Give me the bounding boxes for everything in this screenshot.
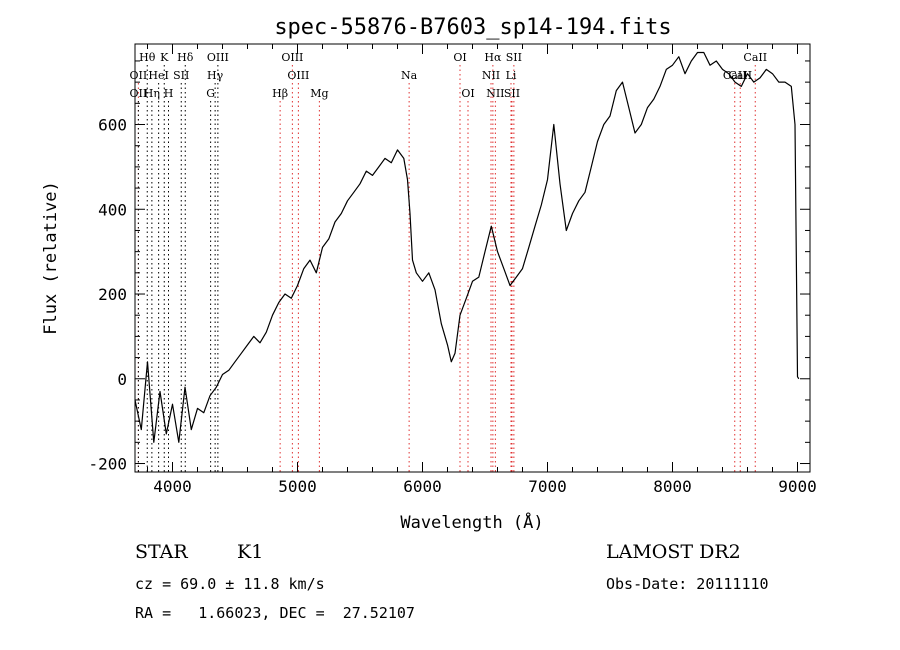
spectral-line-label: OII — [130, 69, 148, 82]
spectral-line-label: OIII — [281, 51, 303, 64]
plot-frame — [134, 43, 811, 473]
spectral-line-label: CaII — [723, 69, 747, 82]
spectral-line-label: G — [206, 87, 215, 100]
x-axis-label: Wavelength (Å) — [400, 511, 543, 533]
spectrum-series — [134, 51, 800, 443]
survey-name: LAMOST DR2 — [606, 541, 741, 563]
redshift-text: cz = 69.0 ± 11.8 km/s — [135, 575, 325, 593]
spectral-line-label: K — [160, 51, 169, 64]
spectral-line-label: NII — [486, 87, 504, 100]
spectral-line-label: OII — [130, 87, 148, 100]
spectral-line-label: Mg — [310, 87, 328, 100]
chart-title: spec-55876-B7603_sp14-194.fits — [274, 15, 671, 40]
spectral-line-label: OIII — [207, 51, 229, 64]
spectral-line-markers: Hθ K Hδ OIII OIII OI Hα SII CaII OII HeI SII Hγ OIII N… — [130, 51, 767, 472]
spectral-line-label: OI — [461, 87, 474, 100]
spectral-line-label: Na — [401, 69, 418, 82]
spectral-line-label: SII — [504, 87, 520, 100]
spectral-line-label: OIII — [287, 69, 309, 82]
x-tick-label: 8000 — [653, 477, 692, 496]
object-class: STAR — [135, 541, 188, 563]
x-tick-label: 6000 — [403, 477, 442, 496]
axis-ticks: 4000 5000 6000 7000 8000 9000 -200 0 200 400 600 — [88, 44, 817, 496]
spectral-line-label: CaII — [728, 69, 752, 82]
spectral-line-label: Hβ — [272, 87, 288, 100]
spectral-line-label: HeI — [148, 69, 168, 82]
spectral-line-label: Hη — [144, 87, 160, 100]
spectral-line-label: OI — [453, 51, 466, 64]
y-tick-label: 600 — [98, 116, 127, 135]
y-tick-label: 0 — [117, 370, 127, 389]
y-axis-label: Flux (relative) — [41, 181, 61, 335]
spectral-line-label: Hγ — [207, 69, 224, 82]
x-tick-label: 7000 — [528, 477, 567, 496]
coordinates-text: RA = 1.66023, DEC = 27.52107 — [135, 604, 415, 622]
y-tick-label: 400 — [98, 200, 127, 219]
spectral-line-label: SII — [506, 51, 522, 64]
spectral-line-label: Li — [506, 69, 517, 82]
x-tick-label: 9000 — [778, 477, 817, 496]
spectral-line-label: H — [164, 87, 174, 100]
x-tick-label: 5000 — [278, 477, 317, 496]
spectrum-line — [134, 51, 800, 443]
object-subclass: K1 — [237, 541, 264, 563]
spectral-line-label: SII — [173, 69, 189, 82]
y-tick-label: -200 — [88, 455, 127, 474]
obs-date-text: Obs-Date: 20111110 — [606, 575, 769, 593]
spectral-line-label: Hθ — [139, 51, 156, 64]
y-tick-label: 200 — [98, 285, 127, 304]
spectral-line-label: NII — [482, 69, 500, 82]
spectral-line-label: Hδ — [177, 51, 194, 64]
x-tick-label: 4000 — [153, 477, 192, 496]
spectral-line-label: CaII — [743, 51, 767, 64]
spectral-line-label: Hα — [484, 51, 502, 64]
